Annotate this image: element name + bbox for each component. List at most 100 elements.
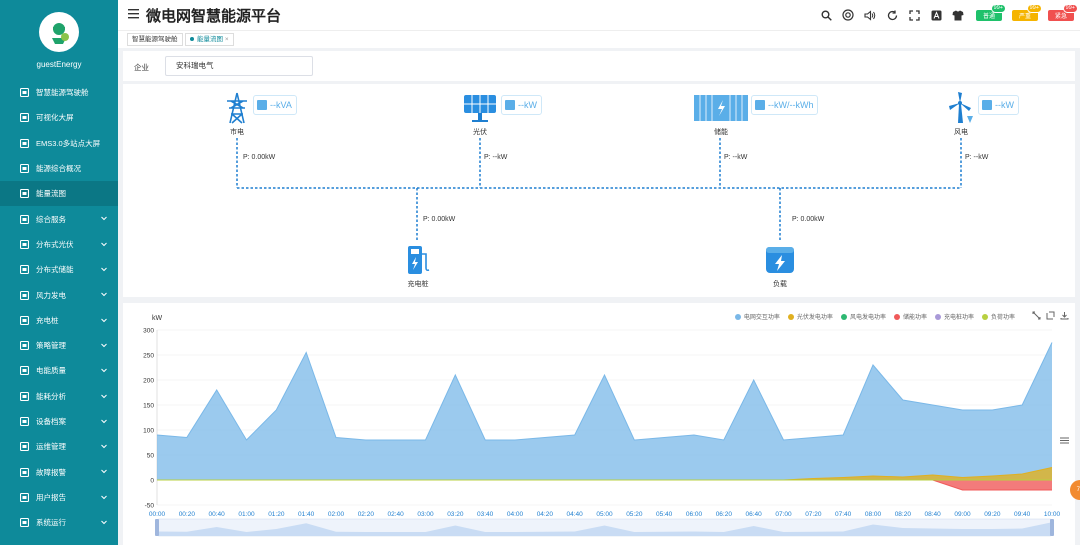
power-chart[interactable]: -50 0 50 100 150 200 250 300 00:00 00:20 00:40 01:0… — [123, 303, 1075, 545]
sidebar-item-charger[interactable]: 充电桩 — [0, 308, 118, 333]
zoom-reset-icon[interactable] — [1046, 311, 1055, 320]
logo — [39, 12, 79, 52]
x-tick-label: 03:00 — [417, 511, 434, 518]
download-icon[interactable] — [1060, 311, 1069, 320]
x-tick-label: 01:00 — [238, 511, 255, 518]
badge-label: 紧急 — [1054, 13, 1067, 20]
sidebar-item-solar[interactable]: 分布式光伏 — [0, 232, 118, 257]
sidebar-item-label: 用户报告 — [36, 492, 66, 502]
energy-flow-panel: 市电 --kVA P: 0.00kW 光伏 --kW P: --kW 储能 --… — [123, 84, 1075, 297]
x-tick-label: 04:20 — [537, 511, 554, 518]
volume-icon[interactable] — [862, 7, 878, 23]
font-size-icon[interactable] — [928, 7, 944, 23]
enterprise-label: 企业 — [134, 63, 149, 72]
sidebar-item-screen[interactable]: 可视化大屏 — [0, 105, 118, 130]
alarm-badge[interactable]: 严重 99+ — [1012, 3, 1042, 21]
logo-icon — [52, 23, 69, 44]
sidebar-item-strategy[interactable]: 策略管理 — [0, 333, 118, 358]
chevron-down-icon — [100, 518, 108, 526]
chevron-down-icon — [100, 417, 108, 425]
tab-cockpit[interactable]: 智慧能源驾驶舱 — [127, 33, 183, 46]
sidebar-item-service[interactable]: 综合服务 — [0, 206, 118, 231]
sidebar-item-overview[interactable]: 能源综合概况 — [0, 156, 118, 181]
zoom-icon[interactable] — [1032, 311, 1041, 320]
sidebar-item-label: 设备档案 — [36, 417, 66, 426]
series-line — [157, 479, 1052, 491]
load-name: 负载 — [773, 281, 787, 288]
fullscreen-icon[interactable] — [906, 7, 922, 23]
device-icon — [20, 417, 29, 426]
grid-power: P: 0.00kW — [243, 154, 276, 161]
grid-node[interactable]: 市电 — [220, 92, 254, 137]
filter-icon[interactable] — [1060, 436, 1069, 445]
x-tick-label: 03:20 — [447, 511, 464, 518]
x-tick-label: 04:40 — [567, 511, 584, 518]
legend-item[interactable]: 风电发电功率 — [840, 312, 886, 321]
x-tick-label: 02:40 — [388, 511, 405, 518]
chevron-down-icon — [100, 290, 108, 298]
sidebar-item-alarm[interactable]: 故障报警 — [0, 459, 118, 484]
sidebar-item-monitor[interactable]: EMS3.0多站点大屏 — [0, 131, 118, 156]
sidebar-item-device[interactable]: 设备档案 — [0, 409, 118, 434]
y-tick-label: 100 — [143, 428, 154, 435]
sidebar-item-battery[interactable]: 分布式储能 — [0, 257, 118, 282]
badge-label: 严重 — [1018, 13, 1031, 20]
sidebar-item-cockpit[interactable]: 智慧能源驾驶舱 — [0, 80, 118, 105]
legend-item[interactable]: 储能功率 — [893, 312, 927, 321]
tab-label: 智慧能源驾驶舱 — [132, 36, 178, 43]
settings-icon[interactable] — [840, 7, 856, 23]
legend-item[interactable]: 充电桩功率 — [934, 312, 974, 321]
legend-item[interactable]: 光伏发电功率 — [787, 312, 833, 321]
series-line — [156, 342, 1053, 441]
sidebar-item-label: 策略管理 — [36, 341, 66, 351]
wind-node[interactable]: 风电 — [943, 92, 979, 137]
refresh-icon[interactable] — [884, 7, 900, 23]
hamburger-icon[interactable] — [128, 8, 139, 19]
alarm-badge[interactable]: 紧急 99+ — [1048, 3, 1078, 21]
sidebar: guestEnergy 智慧能源驾驶舱 可视化大屏 EMS3.0多站点大屏 能源综合概… — [0, 0, 118, 545]
legend-swatch — [893, 313, 900, 320]
x-tick-label: 06:00 — [686, 511, 703, 518]
load-power: P: 0.00kW — [792, 216, 825, 223]
grid-value: --kVA — [270, 100, 292, 110]
enterprise-select[interactable]: 安科瑞电气 — [165, 56, 313, 76]
x-tick-label: 07:40 — [835, 511, 852, 518]
power-tower-icon — [227, 92, 247, 124]
x-tick-label: 06:20 — [716, 511, 733, 518]
legend-item[interactable]: 负荷功率 — [981, 312, 1015, 321]
theme-icon[interactable] — [950, 7, 966, 23]
chevron-down-icon — [100, 316, 108, 324]
legend-label: 负荷功率 — [990, 315, 1015, 321]
sidebar-item-quality[interactable]: 电能质量 — [0, 358, 118, 383]
sidebar-item-report[interactable]: 用户报告 — [0, 485, 118, 510]
y-tick-label: 50 — [147, 453, 155, 460]
chevron-down-icon — [100, 493, 108, 501]
x-tick-label: 00:40 — [209, 511, 226, 518]
sidebar-item-label: 分布式光伏 — [36, 239, 74, 249]
x-tick-label: 09:20 — [984, 511, 1001, 518]
sidebar-item-flow[interactable]: 能量流图 — [0, 181, 118, 207]
x-tick-label: 08:00 — [865, 511, 882, 518]
sidebar-item-wind[interactable]: 风力发电 — [0, 282, 118, 307]
meter-icon — [982, 99, 992, 110]
sidebar-item-analysis[interactable]: 能耗分析 — [0, 384, 118, 409]
series-area — [157, 342, 1052, 480]
x-tick-label: 08:20 — [895, 511, 912, 518]
sidebar-item-system[interactable]: 系统运行 — [0, 510, 118, 535]
charger-node[interactable]: 充电桩 — [393, 244, 443, 289]
monitor-icon — [20, 138, 29, 148]
x-tick-label: 10:00 — [1044, 511, 1061, 518]
x-tick-label: 03:40 — [477, 511, 494, 518]
pv-node[interactable]: 光伏 — [459, 92, 501, 137]
legend-item[interactable]: 电网交互功率 — [734, 312, 780, 321]
data-zoom-handle-right — [1050, 519, 1054, 536]
chevron-down-icon — [100, 366, 108, 374]
search-icon[interactable] — [818, 7, 834, 23]
alarm-badge[interactable]: 普通 99+ — [976, 3, 1006, 21]
sidebar-item-maintenance[interactable]: 运维管理 — [0, 434, 118, 459]
tab-energy-flow[interactable]: 能量流图 × — [185, 33, 234, 46]
load-node[interactable]: 负载 — [763, 244, 797, 289]
storage-node[interactable]: 储能 — [690, 92, 752, 137]
tab-close-icon[interactable]: × — [224, 36, 229, 43]
floating-badge[interactable]: 70 — [1070, 480, 1080, 500]
